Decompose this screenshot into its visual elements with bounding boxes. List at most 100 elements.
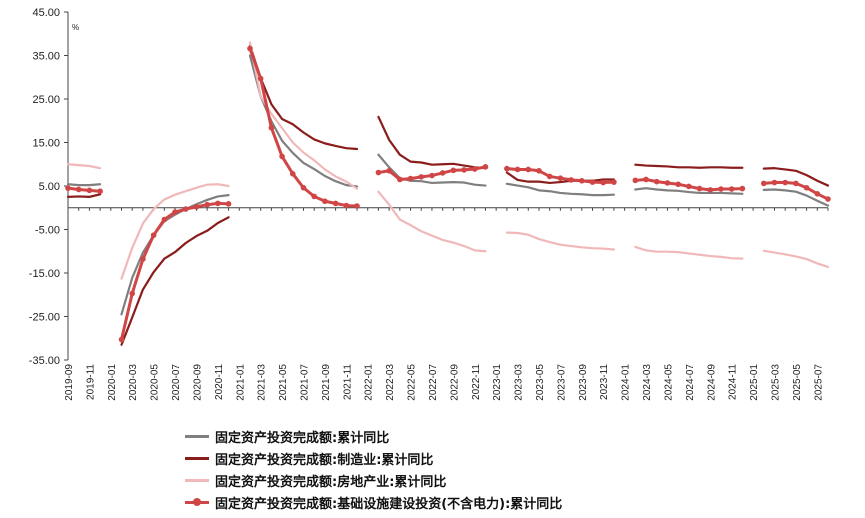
series-point: [568, 177, 574, 183]
legend-item: 固定资产投资完成额:基础设施建设投资(不含电力):累计同比: [185, 491, 562, 513]
series-point: [257, 75, 264, 82]
series-point: [118, 336, 125, 343]
series-point: [140, 256, 146, 262]
x-tick-label: 2024-03: [642, 364, 653, 401]
series-point: [728, 186, 735, 192]
series-point: [332, 200, 339, 207]
x-tick-label: 2023-03: [514, 364, 525, 401]
series-point: [86, 187, 93, 194]
series-point: [664, 180, 671, 186]
series-point: [65, 185, 71, 191]
series-point: [696, 185, 703, 192]
x-tick-label: 2022-03: [385, 364, 396, 401]
series-point: [579, 177, 585, 184]
x-tick-label: 2021-03: [257, 364, 268, 401]
x-tick-label: 2022-11: [471, 364, 482, 400]
series-point: [386, 167, 392, 174]
series-point: [311, 193, 317, 200]
legend-item: 固定资产投资完成额:房地产业:累计同比: [185, 469, 562, 491]
x-tick-label: 2024-05: [663, 364, 674, 401]
x-tick-label: 2023-05: [535, 364, 546, 401]
x-tick-label: 2020-09: [192, 364, 203, 401]
series-point: [429, 172, 435, 179]
series-point: [632, 177, 639, 184]
series-point: [172, 209, 178, 215]
series-point: [471, 166, 478, 172]
x-tick-label: 2019-09: [64, 364, 75, 401]
series-point: [675, 181, 681, 188]
series-point: [354, 203, 360, 209]
x-tick-label: 2020-05: [150, 364, 161, 401]
series-point: [718, 186, 724, 192]
series-point: [611, 179, 617, 185]
series-point: [129, 290, 136, 297]
series-point: [279, 153, 285, 160]
x-tick-label: 2023-09: [578, 364, 589, 401]
x-tick-label: 2024-11: [728, 364, 739, 400]
x-tick-label: 2024-01: [621, 364, 632, 401]
series-point: [247, 45, 253, 52]
series-3: [66, 41, 830, 280]
y-tick-label: 15.00: [32, 138, 60, 150]
x-tick-label: 2021-05: [278, 364, 289, 401]
x-tick-label: 2022-07: [428, 364, 439, 401]
series-point: [546, 173, 553, 180]
series-point: [375, 169, 382, 176]
x-axis: 2019-09 2019-11 2020-01 2020-03 2020-05 2020-…: [64, 207, 829, 401]
legend-swatch: [185, 456, 209, 460]
x-tick-label: 2023-01: [492, 364, 503, 401]
legend-item: 固定资产投资完成额:制造业:累计同比: [185, 447, 562, 469]
series-point: [771, 179, 778, 186]
series-point: [407, 175, 414, 182]
legend-item: 固定资产投资完成额:累计同比: [185, 425, 562, 447]
x-tick-label: 2021-07: [299, 364, 310, 401]
x-tick-label: 2025-03: [770, 364, 781, 401]
legend-swatch: [185, 434, 209, 438]
series-point: [760, 180, 767, 187]
x-tick-label: 2020-01: [107, 364, 118, 401]
y-axis: 45.00 35.00 25.00 15.00 5.00 -5.00 -15.00 -25.0…: [29, 7, 69, 367]
series-line: [66, 41, 830, 280]
series-point: [397, 176, 403, 183]
series-point: [514, 166, 521, 173]
series-2: [66, 44, 830, 346]
x-tick-label: 2023-07: [556, 364, 567, 401]
x-tick-label: 2024-07: [685, 364, 696, 401]
y-tick-label: -35.00: [29, 355, 60, 367]
plot-lines: [65, 41, 831, 346]
line-chart: 45.00 35.00 25.00 15.00 5.00 -5.00 -15.00 -25.0…: [29, 7, 831, 401]
y-tick-label: 45.00: [32, 7, 60, 19]
x-tick-label: 2022-09: [449, 364, 460, 401]
legend-label: 固定资产投资完成额:累计同比: [215, 430, 390, 446]
series-point: [225, 201, 232, 207]
legend-label: 固定资产投资完成额:基础设施建设投资(不含电力):累计同比: [215, 496, 563, 512]
series-point: [643, 176, 649, 183]
series-point: [793, 180, 799, 187]
series-point: [289, 171, 296, 177]
series-point: [97, 188, 103, 195]
y-tick-label: 25.00: [32, 94, 60, 106]
x-tick-label: 2025-01: [749, 364, 760, 401]
series-1: [66, 54, 830, 316]
series-point: [814, 191, 821, 197]
legend-swatch: [185, 478, 209, 482]
series-point: [215, 200, 221, 207]
x-tick-label: 2021-11: [342, 364, 353, 400]
series-point: [686, 183, 692, 190]
x-tick-label: 2025-05: [792, 364, 803, 401]
series-line: [66, 44, 830, 346]
series-point: [653, 178, 660, 185]
x-tick-label: 2025-07: [813, 364, 824, 401]
series-point: [418, 174, 425, 180]
y-tick-label: 5.00: [39, 181, 60, 193]
y-tick-label: 35.00: [32, 51, 60, 63]
legend-label: 固定资产投资完成额:房地产业:累计同比: [215, 474, 447, 490]
legend-label: 固定资产投资完成额:制造业:累计同比: [215, 452, 434, 468]
series-point: [825, 196, 831, 202]
legend-marker: [193, 497, 201, 506]
series-point: [589, 179, 596, 185]
series-point: [504, 165, 510, 172]
series-point: [75, 186, 82, 193]
series-line: [66, 54, 830, 316]
unit-label: %: [72, 23, 79, 32]
